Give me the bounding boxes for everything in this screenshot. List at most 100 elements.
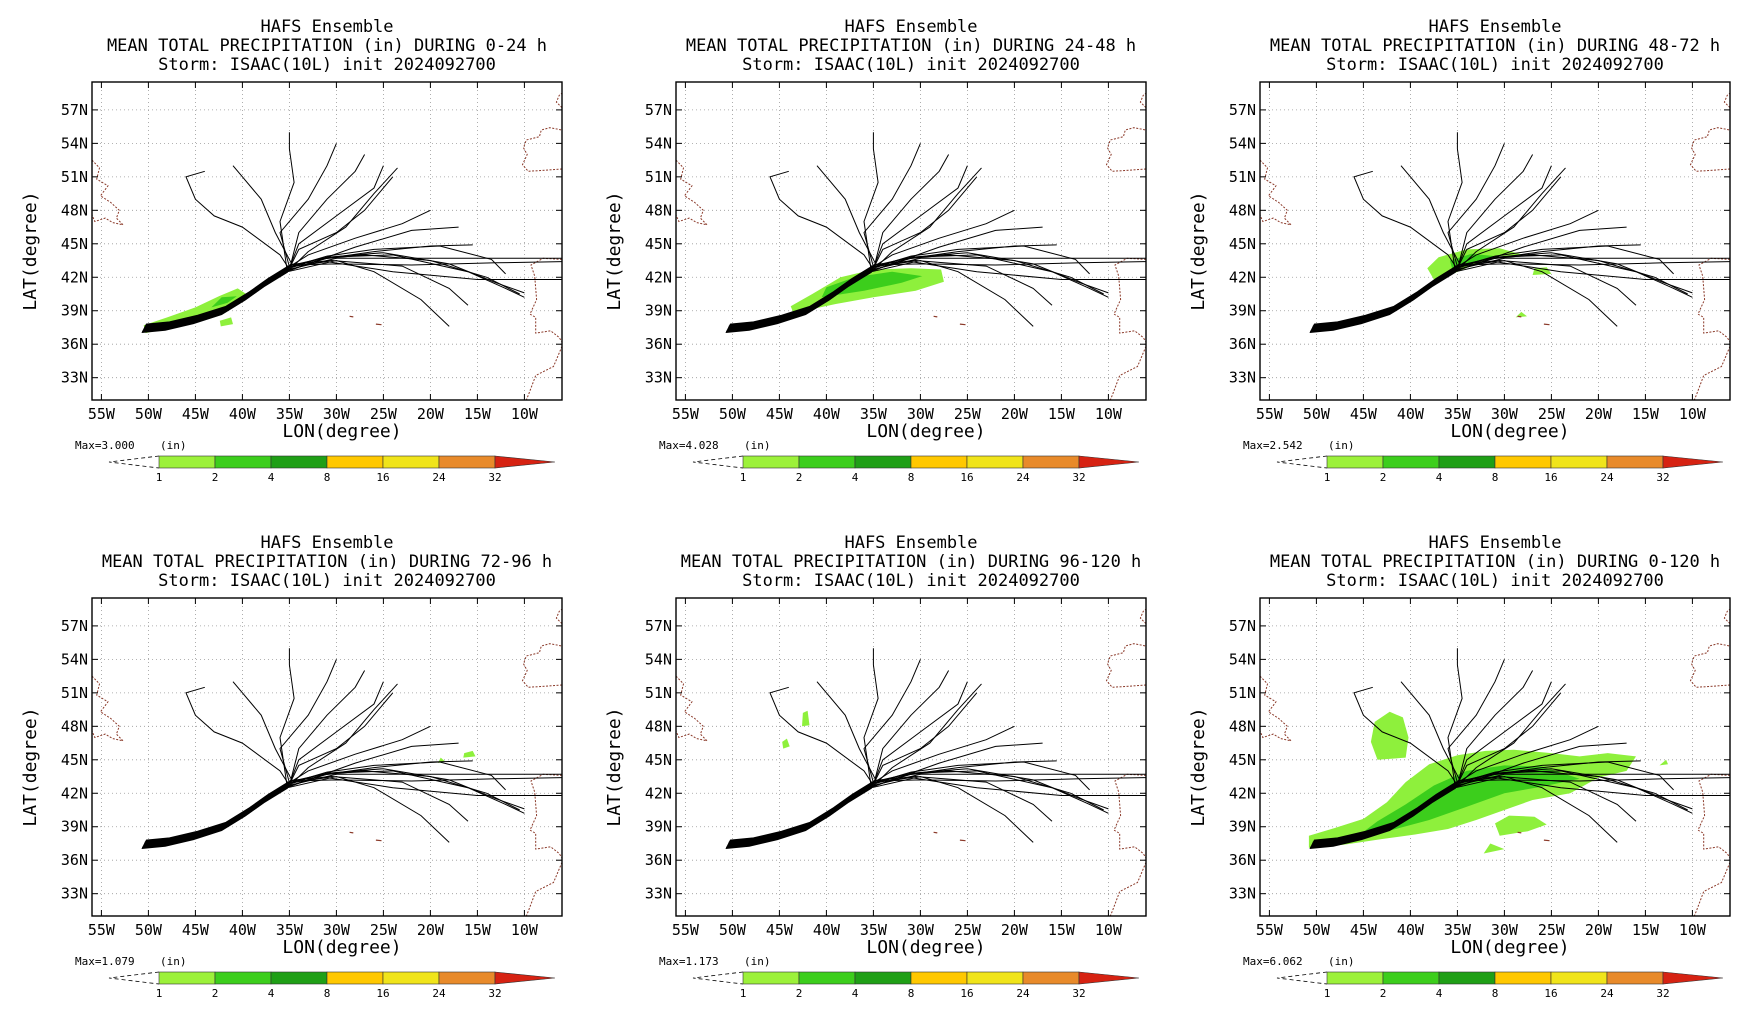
colorbar-tick-label: 4: [1436, 471, 1443, 484]
lat-tick-label: 33N: [61, 369, 88, 387]
ensemble-tracks: [725, 648, 1146, 849]
units-label: (in): [744, 955, 771, 968]
lon-tick-label: 55W: [1256, 921, 1284, 939]
x-axis-label: LON(degree): [282, 937, 401, 958]
colorbar-tick-label: 8: [1492, 471, 1499, 484]
map-frame: [1259, 597, 1731, 917]
lon-tick-label: 40W: [1397, 921, 1425, 939]
lat-tick-label: 36N: [61, 851, 88, 869]
lat-tick-label: 36N: [645, 335, 672, 353]
island: [933, 831, 938, 834]
colorbar-tick-label: 1: [740, 987, 747, 1000]
storm-track: [144, 154, 366, 328]
colorbar: Max=6.062 (in)1 2 4 8 16 24 32: [1243, 955, 1724, 1000]
precip-shading: [790, 268, 944, 313]
storm-track: [726, 167, 982, 333]
island: [1543, 323, 1550, 326]
colorbar-tick-label: 32: [1072, 987, 1085, 1000]
storm-track: [1311, 170, 1458, 330]
colorbar-swatch: [1326, 971, 1384, 985]
colorbar-swatch: [966, 455, 1024, 469]
lat-tick-label: 57N: [61, 617, 88, 635]
storm-track: [1313, 681, 1461, 841]
lat-tick-label: 51N: [645, 684, 672, 702]
coastline: [1105, 643, 1146, 688]
coastline: [1260, 675, 1293, 742]
storm-track: [728, 761, 1090, 844]
ensemble-tracks: [725, 132, 1146, 333]
lat-tick-label: 33N: [1229, 885, 1256, 903]
storm-track: [1313, 261, 1730, 326]
colorbar-swatch: [966, 971, 1024, 985]
storm-track: [144, 245, 506, 328]
colorbar-swatch: [1382, 971, 1440, 985]
storm-track: [144, 670, 366, 844]
lon-tick-label: 20W: [1585, 921, 1613, 939]
lat-tick-label: 45N: [645, 235, 672, 253]
lon-tick-label: 15W: [1632, 405, 1660, 423]
lat-tick-label: 51N: [1229, 168, 1256, 186]
lat-tick-label: 39N: [1229, 302, 1256, 320]
colorbar-tick-label: 32: [488, 987, 501, 1000]
coastline: [1113, 773, 1146, 859]
coastline: [92, 675, 125, 742]
storm-track: [141, 648, 295, 849]
lat-tick-label: 57N: [61, 101, 88, 119]
lon-tick-label: 40W: [229, 405, 257, 423]
lon-tick-label: 25W: [1538, 921, 1566, 939]
lon-tick-label: 10W: [1679, 405, 1707, 423]
storm-track: [726, 760, 1057, 848]
coastline: [1113, 257, 1146, 343]
lon-tick-label: 10W: [511, 405, 539, 423]
x-axis-label: LON(degree): [1450, 937, 1569, 958]
lon-tick-label: 10W: [1679, 921, 1707, 939]
storm-track: [145, 261, 562, 326]
storm-track: [1313, 259, 1637, 326]
colorbar-swatch: [158, 971, 216, 985]
lon-tick-label: 40W: [813, 921, 841, 939]
colorbar-swatch: [1326, 455, 1384, 469]
island: [375, 839, 382, 842]
gridlines: [92, 598, 562, 916]
island: [1517, 315, 1522, 318]
colorbar-tick-label: 1: [1324, 987, 1331, 1000]
lon-tick-label: 10W: [1095, 921, 1123, 939]
storm-track: [729, 681, 877, 841]
map-frame: [675, 81, 1147, 401]
colorbar-swatch: [1550, 455, 1608, 469]
colorbar-swatch: [382, 455, 440, 469]
precip-area: [1370, 711, 1409, 760]
colorbar-swatch: [1606, 971, 1664, 985]
colorbar-above-range-triangle: [1078, 455, 1140, 469]
precip-area: [1354, 765, 1580, 839]
island: [1517, 831, 1522, 834]
lon-tick-label: 25W: [370, 921, 398, 939]
panel-title: HAFS Ensemble: [1428, 17, 1561, 37]
lat-tick-label: 36N: [1229, 851, 1256, 869]
storm-track: [1310, 165, 1552, 331]
island: [1543, 839, 1550, 842]
x-axis-label: LON(degree): [282, 421, 401, 442]
y-axis-label: LAT(degree): [20, 191, 41, 310]
colorbar-tick-label: 16: [1544, 471, 1557, 484]
storm-track: [1310, 683, 1566, 849]
storm-track: [145, 775, 469, 842]
colorbar-tick-label: 16: [376, 987, 389, 1000]
lon-tick-label: 15W: [1048, 921, 1076, 939]
storm-track: [729, 777, 1146, 842]
lon-tick-label: 35W: [860, 921, 888, 939]
storm-track: [725, 648, 879, 849]
lat-tick-label: 54N: [61, 650, 88, 668]
storm-track: [145, 165, 293, 325]
storm-track: [1309, 132, 1463, 333]
panel-storm-title: Storm: ISAAC(10L) init 2024092700: [742, 571, 1080, 591]
map-content: [92, 82, 562, 400]
colorbar-above-range-triangle: [494, 971, 556, 985]
storm-track: [728, 176, 978, 327]
colorbar-tick-label: 16: [1544, 987, 1557, 1000]
lon-tick-label: 50W: [135, 405, 163, 423]
lon-tick-label: 50W: [719, 405, 747, 423]
colorbar-swatch: [382, 971, 440, 985]
max-value-label: Max=1.079: [75, 955, 135, 968]
